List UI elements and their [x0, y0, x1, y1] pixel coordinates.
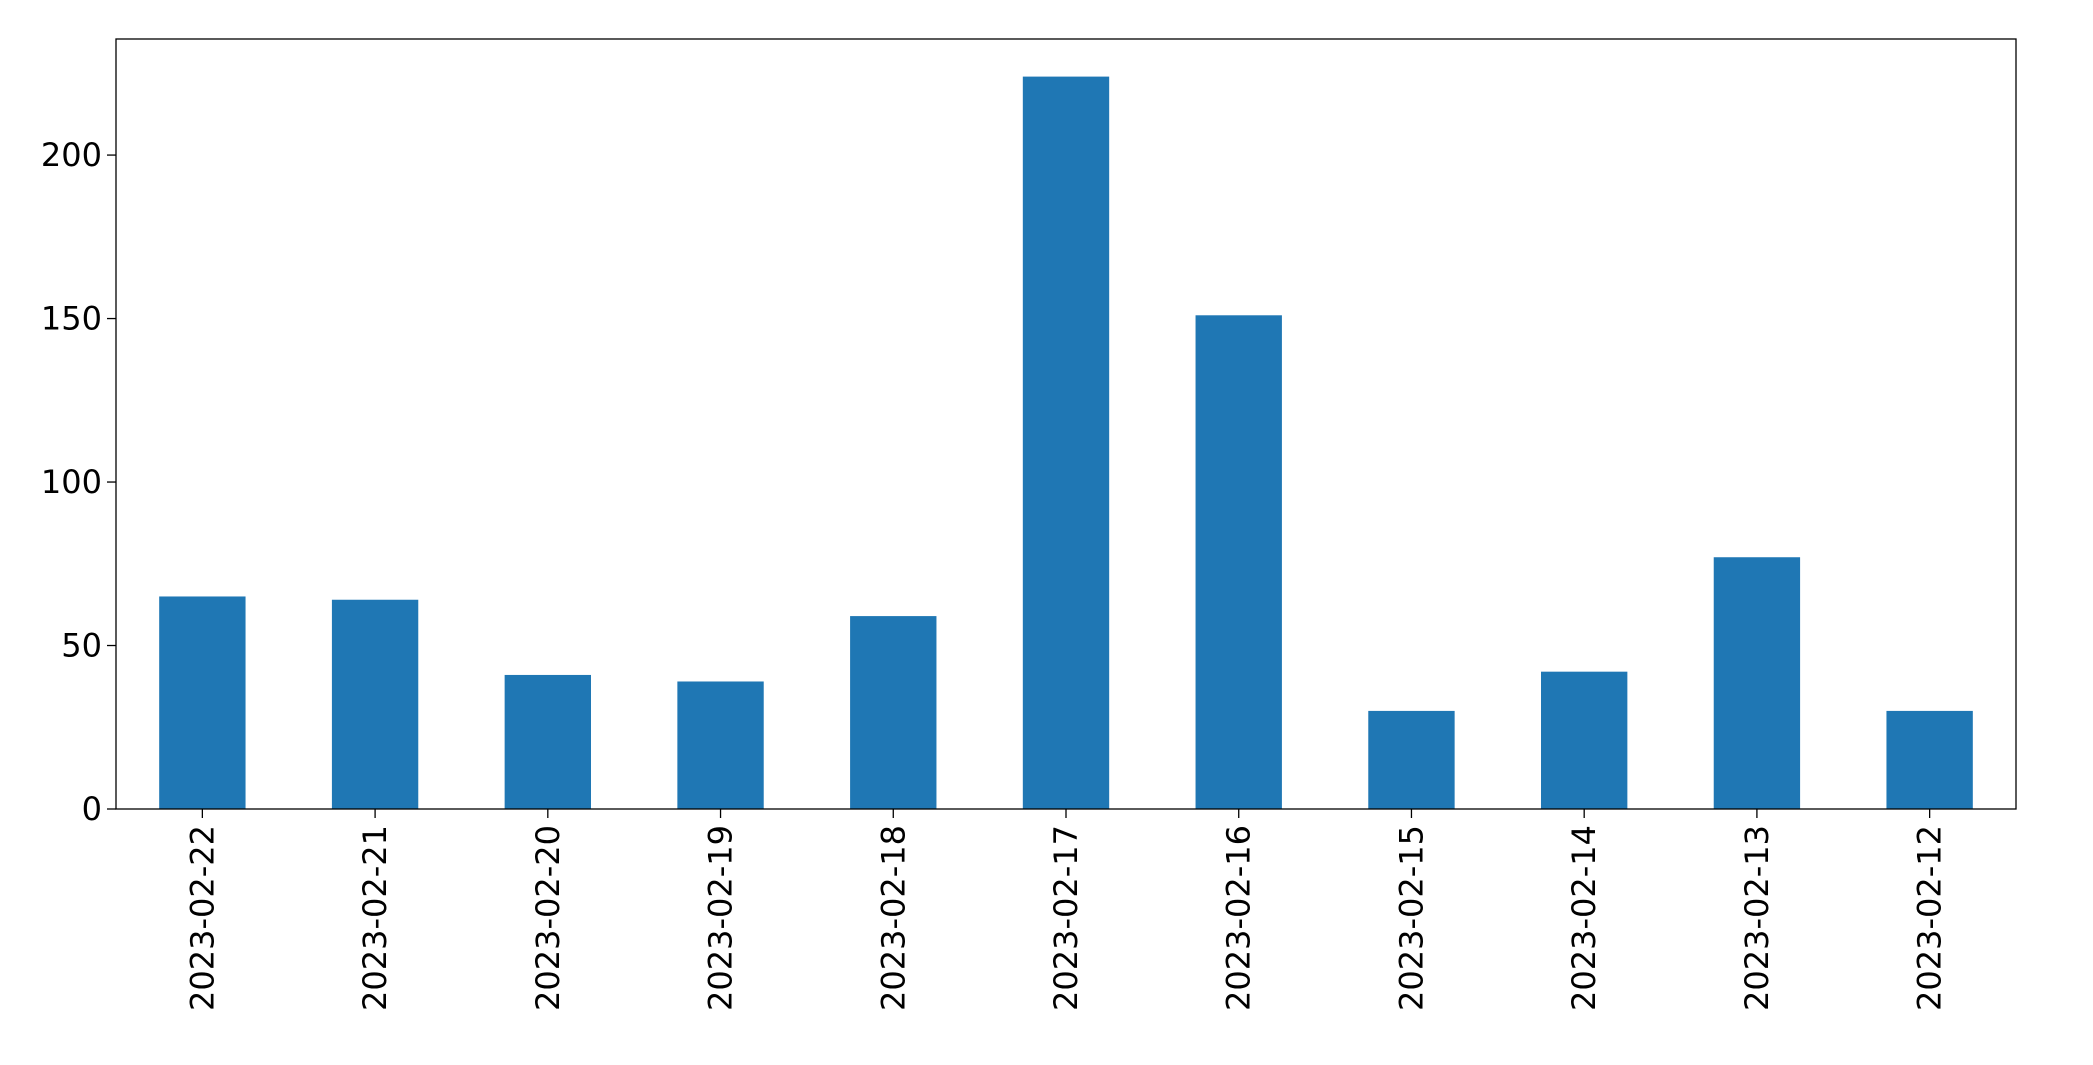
- bar: [1713, 557, 1801, 809]
- bar: [1368, 710, 1455, 809]
- x-tick-label: 2023-02-22: [183, 825, 221, 1011]
- y-tick-label: 0: [82, 790, 102, 828]
- x-tick-label: 2023-02-14: [1565, 825, 1603, 1011]
- x-tick-label: 2023-02-19: [702, 825, 740, 1011]
- bar: [504, 674, 591, 809]
- bar: [331, 599, 419, 809]
- x-tick-label: 2023-02-15: [1392, 825, 1430, 1011]
- x-tick-label: 2023-02-18: [874, 825, 912, 1011]
- x-tick-label: 2023-02-13: [1738, 825, 1776, 1011]
- x-tick-label: 2023-02-12: [1911, 825, 1949, 1011]
- x-tick-label: 2023-02-17: [1047, 825, 1085, 1011]
- y-tick-label: 150: [41, 300, 102, 338]
- bar: [1886, 710, 1973, 809]
- plot-frame: [115, 38, 2017, 810]
- x-tick-label: 2023-02-20: [529, 825, 567, 1011]
- bar: [1541, 671, 1628, 809]
- y-tick-label: 50: [61, 627, 102, 665]
- bar: [159, 596, 246, 809]
- bar: [1022, 76, 1110, 810]
- bar: [850, 616, 937, 809]
- bar: [677, 681, 764, 809]
- x-tick-label: 2023-02-21: [356, 825, 394, 1011]
- y-tick-label: 100: [41, 463, 102, 501]
- x-tick-label: 2023-02-16: [1220, 825, 1258, 1011]
- bar: [1195, 315, 1282, 809]
- y-tick-label: 200: [41, 136, 102, 174]
